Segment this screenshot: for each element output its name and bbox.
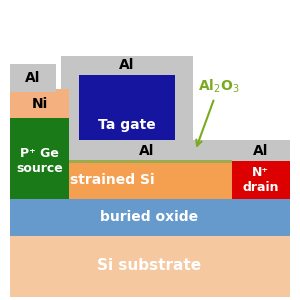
Text: Al: Al [119,58,135,72]
Bar [61,140,232,160]
Bar [76,73,178,156]
Bar [10,196,290,236]
Text: Al: Al [25,71,40,85]
Text: Ni: Ni [32,97,48,111]
Text: strained Si: strained Si [70,173,154,187]
Text: Al: Al [253,143,268,158]
Bar [61,56,79,160]
Bar [61,56,193,75]
Bar [175,56,193,160]
Bar [232,140,290,161]
Bar [10,234,290,297]
Text: buried oxide: buried oxide [100,210,199,224]
Bar [61,152,232,163]
Text: Si substrate: Si substrate [98,258,202,273]
Text: Ta gate: Ta gate [98,118,156,132]
Bar [232,160,290,199]
Text: Al$_2$O$_3$: Al$_2$O$_3$ [196,78,239,146]
Bar [10,89,69,118]
Text: Al: Al [139,143,154,158]
Text: P⁺ Ge
source: P⁺ Ge source [16,147,63,175]
Bar [10,115,69,199]
Bar [10,64,56,92]
Bar [10,160,232,199]
Text: N⁺
drain: N⁺ drain [242,166,279,194]
